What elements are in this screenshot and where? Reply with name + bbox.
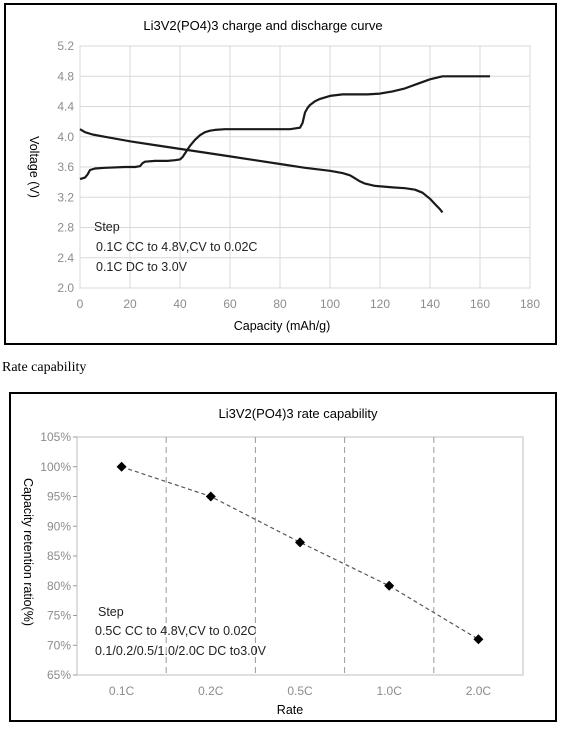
chart1-x-tick-label: 160	[470, 297, 490, 311]
chart1-x-axis-label: Capacity (mAh/g)	[234, 319, 331, 333]
chart1-y-tick-label: 2.8	[57, 221, 74, 235]
chart1-y-ticks: 2.0 2.4 2.8 3.2 3.6 4.0 4.4 4.8 5.2	[57, 39, 74, 295]
charge-discharge-chart: Li3V2(PO4)3 charge and discharge curve 2…	[27, 18, 541, 333]
chart2-gridlines	[73, 436, 435, 676]
charge-discharge-chart-panel: Li3V2(PO4)3 charge and discharge curve 2…	[4, 3, 557, 345]
rate-capability-chart: Li3V2(PO4)3 rate capability 65% 70% 75% 80%…	[21, 406, 524, 717]
chart2-x-tick-label: 0.2C	[198, 684, 224, 698]
chart1-x-tick-label: 120	[370, 297, 390, 311]
chart1-x-tick-label: 140	[420, 297, 440, 311]
chart2-data-point	[205, 491, 216, 502]
chart2-y-tick-label: 75%	[47, 609, 71, 623]
chart1-annotation-charge: 0.1C CC to 4.8V,CV to 0.02C	[96, 240, 257, 254]
chart1-title: Li3V2(PO4)3 charge and discharge curve	[143, 18, 382, 33]
chart2-data-point	[295, 537, 305, 548]
chart2-y-tick-label: 85%	[47, 549, 71, 563]
chart2-y-tick-label: 90%	[47, 519, 71, 533]
chart2-y-tick-label: 95%	[47, 490, 71, 504]
chart1-charge-curve	[79, 75, 490, 181]
chart1-y-tick-label: 2.4	[57, 251, 74, 265]
section-label-rate-capability: Rate capability	[2, 360, 87, 375]
chart2-plot-area	[76, 436, 524, 676]
chart1-x-tick-label: 100	[320, 297, 340, 311]
chart2-y-tick-label: 100%	[40, 460, 71, 474]
chart1-x-tick-label: 20	[123, 297, 137, 311]
chart1-x-tick-label: 40	[173, 297, 187, 311]
chart1-x-ticks: 0 20 40 60 80 100 120 140 160 180	[77, 297, 541, 311]
chart2-data-point	[116, 461, 127, 472]
chart2-x-tick-label: 1.0C	[377, 684, 403, 698]
chart2-data-point	[473, 634, 484, 645]
chart1-annotation-discharge: 0.1C DC to 3.0V	[96, 260, 188, 274]
chart1-y-tick-label: 3.2	[57, 190, 74, 204]
chart2-annotation-step: Step	[98, 605, 124, 619]
chart1-y-tick-label: 4.8	[57, 69, 74, 83]
chart2-y-tick-label: 70%	[47, 638, 71, 652]
chart1-series	[79, 75, 490, 214]
chart2-y-tick-label: 65%	[47, 668, 71, 682]
chart1-discharge-curve	[79, 128, 444, 214]
chart2-x-tick-label: 2.0C	[466, 684, 492, 698]
chart1-y-tick-label: 4.0	[57, 130, 74, 144]
chart1-y-axis-label: Voltage (V)	[27, 136, 41, 198]
chart2-data-point	[384, 580, 395, 591]
chart2-x-axis-label: Rate	[277, 703, 303, 717]
chart2-annotation-discharge: 0.1/0.2/0.5/1.0/2.0C DC to3.0V	[95, 644, 267, 658]
chart2-x-tick-label: 0.5C	[287, 684, 313, 698]
chart2-y-axis-label: Capacity retention ratio(%)	[21, 478, 35, 626]
rate-capability-chart-panel: Li3V2(PO4)3 rate capability 65% 70% 75% 80%…	[9, 392, 557, 722]
chart2-y-tick-label: 105%	[40, 430, 71, 444]
chart1-x-tick-label: 0	[77, 297, 84, 311]
chart1-annotation-step: Step	[94, 220, 120, 234]
chart1-x-tick-label: 60	[223, 297, 237, 311]
chart2-y-ticks: 65% 70% 75% 80% 85% 90% 95% 100% 105%	[40, 430, 71, 682]
chart1-y-tick-label: 3.6	[57, 160, 74, 174]
chart1-y-tick-label: 2.0	[57, 281, 74, 295]
chart2-annotation-charge: 0.5C CC to 4.8V,CV to 0.02C	[95, 624, 256, 638]
chart1-gridlines	[79, 45, 531, 289]
chart1-x-tick-label: 80	[273, 297, 287, 311]
chart2-series	[116, 461, 484, 645]
chart1-y-tick-label: 4.4	[57, 100, 74, 114]
chart1-x-tick-label: 180	[520, 297, 540, 311]
chart2-x-tick-label: 0.1C	[109, 684, 135, 698]
chart1-y-tick-label: 5.2	[57, 39, 74, 53]
chart2-title: Li3V2(PO4)3 rate capability	[219, 406, 378, 421]
chart2-x-ticks: 0.1C 0.2C 0.5C 1.0C 2.0C	[109, 684, 491, 698]
chart2-y-tick-label: 80%	[47, 579, 71, 593]
